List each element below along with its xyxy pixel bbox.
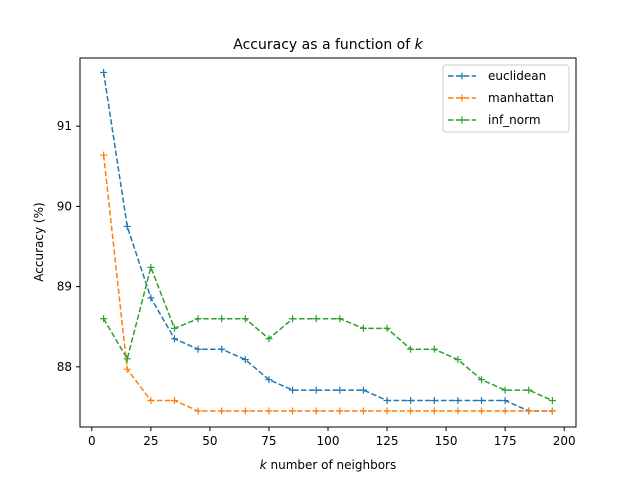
legend-label-manhattan: manhattan [488, 91, 554, 105]
x-axis-label: k number of neighbors [260, 458, 397, 472]
data-point-manhattan-16 [478, 407, 486, 415]
data-point-inf_norm-12 [383, 324, 391, 332]
y-tick-label-1: 89 [57, 280, 72, 294]
y-tick-label-3: 91 [57, 119, 72, 133]
chart-title: Accuracy as a function of k [233, 37, 423, 53]
data-point-inf_norm-4 [194, 315, 202, 323]
data-point-euclidean-3 [170, 335, 178, 343]
x-tick-label-6: 150 [435, 434, 458, 448]
data-point-euclidean-10 [336, 386, 344, 394]
data-point-inf_norm-16 [478, 376, 486, 384]
data-point-euclidean-12 [383, 397, 391, 405]
y-tick-label-0: 88 [57, 360, 72, 374]
data-point-inf_norm-5 [218, 315, 226, 323]
x-axis-label-variable: k [260, 458, 268, 472]
data-point-euclidean-0 [100, 68, 108, 76]
data-point-inf_norm-8 [289, 315, 297, 323]
data-point-inf_norm-14 [430, 345, 438, 353]
x-axis-ticks: 0 25 50 75 100 125 150 175 200 [88, 427, 576, 448]
data-point-euclidean-4 [194, 345, 202, 353]
data-point-manhattan-4 [194, 407, 202, 415]
data-point-inf_norm-1 [123, 355, 131, 363]
data-point-manhattan-8 [289, 407, 297, 415]
legend-label-inf_norm: inf_norm [488, 113, 541, 127]
data-point-manhattan-6 [241, 407, 249, 415]
data-point-inf_norm-19 [548, 397, 556, 405]
data-point-manhattan-12 [383, 407, 391, 415]
data-point-euclidean-14 [430, 397, 438, 405]
data-point-manhattan-3 [170, 397, 178, 405]
legend-label-euclidean: euclidean [488, 69, 546, 83]
data-point-manhattan-1 [123, 365, 131, 373]
data-point-euclidean-5 [218, 345, 226, 353]
data-point-inf_norm-17 [501, 386, 509, 394]
data-point-manhattan-2 [147, 397, 155, 405]
chart-title-text: Accuracy as a function of [233, 37, 411, 53]
y-tick-label-2: 90 [57, 199, 72, 213]
data-point-inf_norm-3 [170, 324, 178, 332]
data-point-euclidean-17 [501, 397, 509, 405]
series-line-inf_norm [102, 264, 553, 402]
data-point-inf_norm-18 [525, 386, 533, 394]
data-point-euclidean-13 [407, 397, 415, 405]
data-point-manhattan-11 [359, 407, 367, 415]
data-point-manhattan-0 [100, 151, 108, 159]
data-point-euclidean-2 [147, 294, 155, 302]
y-axis-ticks: 88 89 90 91 [57, 119, 80, 374]
data-point-manhattan-13 [407, 407, 415, 415]
x-axis-label-text: number of neighbors [267, 458, 397, 472]
data-point-manhattan-9 [312, 407, 320, 415]
data-point-euclidean-9 [312, 386, 320, 394]
data-point-manhattan-5 [218, 407, 226, 415]
chart-title-variable: k [415, 37, 424, 53]
data-point-inf_norm-7 [265, 335, 273, 343]
data-point-euclidean-1 [123, 222, 131, 230]
x-tick-label-5: 125 [376, 434, 399, 448]
legend: euclidean manhattan inf_norm [442, 64, 570, 133]
data-point-inf_norm-15 [454, 356, 462, 364]
series-line-euclidean [102, 72, 553, 412]
data-point-euclidean-16 [478, 397, 486, 405]
data-point-manhattan-19 [548, 407, 556, 415]
data-point-inf_norm-9 [312, 315, 320, 323]
data-point-inf_norm-0 [100, 315, 108, 323]
data-point-euclidean-8 [289, 386, 297, 394]
data-point-inf_norm-6 [241, 315, 249, 323]
data-point-euclidean-15 [454, 397, 462, 405]
legend-entry-inf_norm: inf_norm [448, 113, 541, 127]
x-tick-label-3: 75 [261, 434, 276, 448]
x-tick-label-7: 175 [494, 434, 517, 448]
data-point-inf_norm-10 [336, 315, 344, 323]
data-point-manhattan-15 [454, 407, 462, 415]
y-axis-label: Accuracy (%) [32, 202, 46, 281]
legend-entry-euclidean: euclidean [448, 69, 546, 83]
x-tick-label-8: 200 [553, 434, 576, 448]
data-point-manhattan-10 [336, 407, 344, 415]
data-point-manhattan-14 [430, 407, 438, 415]
x-tick-label-1: 25 [143, 434, 158, 448]
data-point-manhattan-17 [501, 407, 509, 415]
data-point-inf_norm-2 [147, 263, 155, 271]
data-point-inf_norm-11 [359, 324, 367, 332]
data-point-euclidean-6 [241, 356, 249, 364]
data-point-euclidean-11 [359, 386, 367, 394]
data-point-inf_norm-13 [407, 345, 415, 353]
data-point-euclidean-7 [265, 376, 273, 384]
series-layer [100, 68, 556, 415]
data-point-manhattan-18 [525, 407, 533, 415]
legend-entry-manhattan: manhattan [448, 91, 554, 105]
x-tick-label-2: 50 [202, 434, 217, 448]
legend-box [442, 64, 570, 133]
data-point-manhattan-7 [265, 407, 273, 415]
x-tick-label-4: 100 [317, 434, 340, 448]
x-tick-label-0: 0 [88, 434, 96, 448]
